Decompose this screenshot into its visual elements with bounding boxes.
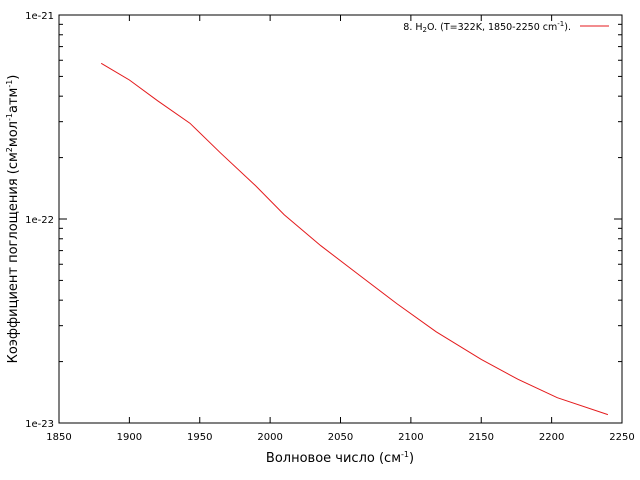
x-tick-label: 2000 <box>257 432 282 443</box>
x-tick-label: 1850 <box>46 432 71 443</box>
y-tick-label: 1e-23 <box>25 419 54 430</box>
plot-frame <box>58 14 623 424</box>
y-axis-title: Коэффициент поглощения (см2мол-1атм-1) <box>5 75 21 364</box>
x-axis-title: Волновое число (см-1) <box>266 450 414 466</box>
x-tick-label: 2150 <box>469 432 494 443</box>
x-axis-ticks: 1850 1900 1950 2000 2050 2100 2150 2200 2250 <box>46 15 635 443</box>
x-tick-label: 1900 <box>117 432 142 443</box>
legend: 8. H2O. (T=322K, 1850-2250 cm-1). <box>403 20 609 34</box>
x-tick-label: 2050 <box>328 432 353 443</box>
x-tick-label: 2200 <box>539 432 564 443</box>
x-tick-label: 2250 <box>609 432 634 443</box>
series-group <box>100 62 609 416</box>
y-tick-label: 1e-22 <box>25 215 54 226</box>
y-tick-label: 1e-21 <box>25 11 54 22</box>
x-tick-label: 1950 <box>187 432 212 443</box>
x-tick-label: 2100 <box>398 432 423 443</box>
legend-label: 8. H2O. (T=322K, 1850-2250 cm-1). <box>403 20 571 34</box>
series-line <box>100 62 609 416</box>
y-axis-ticks: 1e-23 1e-22 1e-21 <box>25 11 622 430</box>
